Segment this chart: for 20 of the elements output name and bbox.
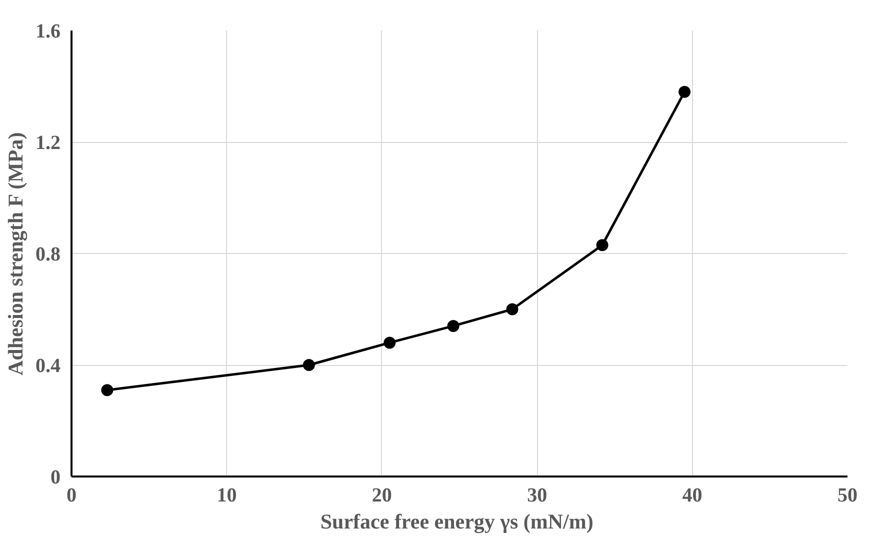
point — [101, 384, 114, 396]
y-tick-label: 0.4 — [36, 355, 60, 377]
point — [302, 359, 315, 371]
y-tick-label: 0 — [50, 466, 60, 488]
y-axis-title: Adhesion strength F (MPa) — [4, 132, 28, 376]
point — [506, 303, 518, 316]
point — [596, 239, 608, 252]
y-tick-label: 1.6 — [36, 20, 60, 42]
x-tick-label: 40 — [682, 484, 702, 506]
point — [384, 336, 396, 349]
x-tick-label: 30 — [527, 484, 548, 506]
point — [678, 86, 691, 98]
y-tick-label: 1.2 — [36, 132, 60, 154]
x-tick-label: 50 — [838, 484, 858, 506]
x-tick-label: 10 — [216, 484, 237, 506]
x-tick-label: 20 — [372, 484, 392, 506]
x-tick-label: 0 — [66, 484, 76, 506]
point — [447, 320, 460, 332]
x-axis-title: Surface free energy γs (mN/m) — [320, 510, 594, 534]
y-tick-label: 0.8 — [36, 244, 60, 266]
